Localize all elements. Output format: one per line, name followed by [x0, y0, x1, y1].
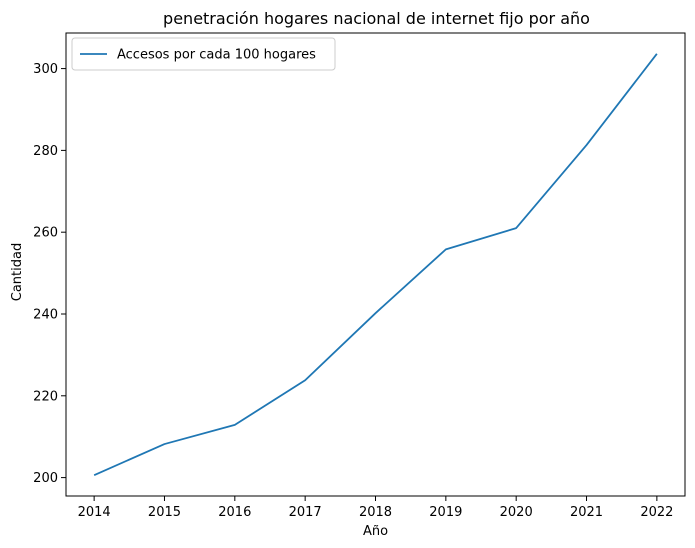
x-tick-label: 2015: [148, 505, 181, 520]
x-tick-label: 2019: [429, 505, 462, 520]
y-tick-label: 300: [33, 62, 58, 77]
plot-area: [65, 32, 686, 497]
plot-frame: [65, 32, 686, 497]
y-tick-label: 280: [33, 144, 58, 159]
x-tick-label: 2014: [78, 505, 111, 520]
x-axis-label: Año: [363, 524, 388, 539]
legend: Accesos por cada 100 hogares: [71, 37, 336, 71]
y-axis-label: Cantidad: [10, 243, 25, 301]
y-tick-label: 240: [33, 307, 58, 322]
x-tick-label: 2022: [640, 505, 673, 520]
y-tick-label: 260: [33, 226, 58, 241]
x-axis: 2014 2015 2016 2017 2018 2019 2020 2021 2022: [78, 496, 673, 520]
x-tick-label: 2018: [359, 505, 392, 520]
legend-box: [71, 37, 336, 71]
legend-series-label: Accesos por cada 100 hogares: [117, 48, 316, 63]
chart-title: penetración hogares nacional de internet…: [163, 9, 590, 28]
x-tick-label: 2021: [570, 505, 603, 520]
x-tick-label: 2016: [218, 505, 251, 520]
x-tick-label: 2020: [500, 505, 533, 520]
y-tick-label: 220: [33, 389, 58, 404]
x-tick-label: 2017: [289, 505, 322, 520]
y-axis: 200 220 240 260 280 300: [33, 62, 66, 486]
y-tick-label: 200: [33, 471, 58, 486]
series-line: [93, 53, 658, 476]
